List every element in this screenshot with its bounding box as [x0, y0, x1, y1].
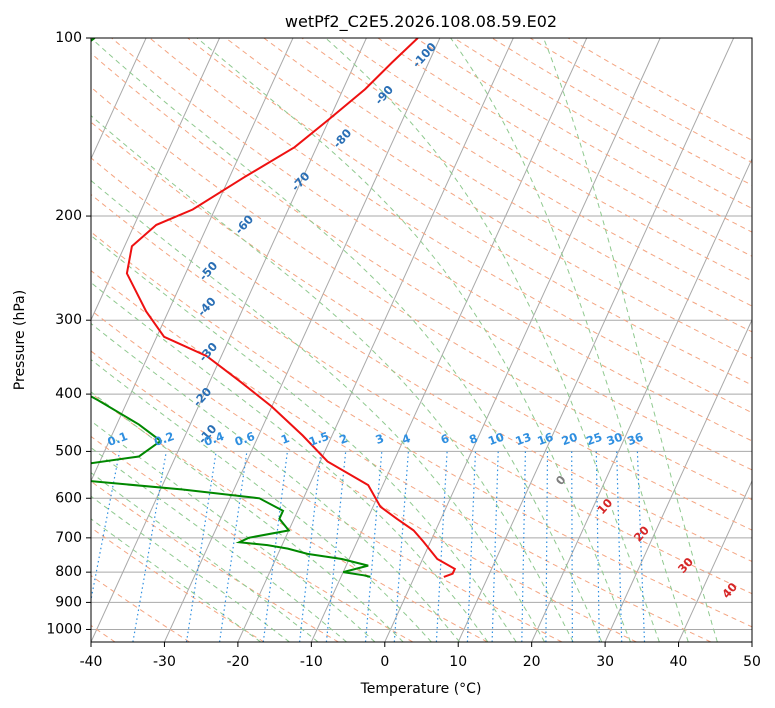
x-tick-label: 40: [670, 654, 688, 670]
moist-adiabat-line: [91, 322, 460, 642]
mixing-ratio-line: [262, 451, 288, 642]
moist-adiabat-line: [543, 38, 718, 642]
moist-adiabat-line: [196, 38, 631, 642]
moist-adiabat-line: [91, 115, 574, 642]
mixing-ratio-line: [325, 451, 347, 642]
mixing-ratio-line: [571, 451, 573, 642]
y-axis-label: Pressure (hPa): [12, 290, 28, 390]
mixing-ratio-line: [491, 451, 499, 642]
mixing-ratio-label: 0.6: [233, 429, 257, 449]
moist-adiabat-line: [91, 179, 546, 642]
isotherm-line: [604, 318, 752, 642]
moist-adiabat-line: [91, 38, 603, 642]
mixing-ratio-label: 1.5: [307, 429, 331, 449]
mixing-ratio-label: 16: [535, 430, 555, 449]
y-tick-label: 800: [55, 564, 82, 580]
y-tick-label: 700: [55, 530, 82, 546]
isotherm-line: [384, 38, 661, 642]
mixing-ratio-line: [595, 451, 600, 642]
dewpoint-profile-line: [91, 38, 371, 578]
dry-adiabat-line: [91, 269, 712, 642]
x-tick-label: 0: [380, 654, 389, 670]
mixing-ratio-line: [636, 451, 646, 642]
dry-adiabat-line: [91, 86, 752, 501]
dry-adiabat-line: [263, 38, 752, 333]
isotherm-line: [237, 38, 514, 642]
plot-frame: [90, 37, 753, 643]
mixing-ratio-label: 0.4: [202, 429, 226, 449]
mixing-ratio-line: [435, 451, 448, 642]
mixing-ratio-line: [466, 451, 477, 642]
moist-adiabat-line: [91, 447, 347, 642]
mixing-ratio-label: 36: [625, 430, 645, 449]
mixing-ratio-label: 20: [560, 430, 580, 449]
dry-adiabat-line: [91, 193, 752, 595]
temperature-profile-line: [125, 38, 457, 578]
mixing-ratio-label: 0.2: [152, 429, 176, 449]
isotherm-line: [91, 38, 147, 161]
moist-adiabat-line: [91, 420, 376, 642]
y-tick-label: 500: [55, 443, 82, 459]
mixing-ratio-label: 13: [513, 430, 533, 449]
mixing-ratio-label: 25: [584, 430, 604, 449]
isotherm-line: [91, 38, 294, 483]
isotherm-line: [531, 157, 752, 642]
y-tick-label: 400: [55, 386, 82, 402]
mixing-ratio-label: 0.1: [105, 429, 129, 449]
x-tick-label: -40: [80, 654, 103, 670]
mixing-ratio-label: 30: [605, 430, 625, 449]
x-tick-label: -20: [226, 654, 249, 670]
x-tick-label: 50: [743, 654, 761, 670]
chart-title: wetPf2_C2E5.2026.108.08.59.E02: [285, 12, 557, 32]
mixing-ratio-line: [185, 451, 217, 642]
axes-ticks: -40 -30 -20 -10 0 10 20 30 40 50 100 200 300 400 500 60…: [46, 30, 761, 670]
mixing-ratio-line: [616, 451, 623, 642]
moist-adiabat-line: [325, 38, 660, 642]
x-tick-label: -30: [153, 654, 176, 670]
x-tick-label: -10: [300, 654, 323, 670]
y-tick-label: 300: [55, 312, 82, 328]
x-tick-label: 20: [523, 654, 541, 670]
isotherm-line: [678, 479, 752, 642]
plot-area: -100-90-80-70-60-50-40-30-20-100.1 0.2 0.4…: [91, 38, 752, 642]
isotherm-line: [163, 38, 441, 642]
dry-adiabat-line: [91, 435, 414, 642]
moist-adiabat-line: [91, 359, 432, 642]
y-tick-label: 200: [55, 208, 82, 224]
x-tick-label: 30: [596, 654, 614, 670]
dry-adiabat-line: [91, 231, 752, 628]
y-tick-label: 600: [55, 490, 82, 506]
mixing-ratio-line: [219, 451, 248, 642]
mixing-ratio-line: [132, 451, 167, 642]
y-tick-label: 1000: [46, 621, 82, 637]
dry-adiabat-line: [91, 350, 563, 642]
dry-adiabat-line: [187, 38, 752, 386]
y-tick-label: 900: [55, 594, 82, 610]
mixing-ratio-line: [521, 451, 526, 642]
dry-adiabat-line: [91, 575, 190, 642]
moist-adiabat-line: [450, 38, 689, 642]
x-axis-label: Temperature (°C): [360, 681, 482, 697]
mixing-ratio-label: 10: [486, 430, 506, 449]
dry-adiabat-line: [91, 480, 339, 642]
mixing-ratio-line: [299, 451, 322, 642]
x-tick-label: 10: [449, 654, 467, 670]
isotherm-line: [457, 38, 735, 642]
moist-adiabat-line: [91, 281, 489, 642]
mixing-ratio-line: [393, 451, 409, 642]
dry-adiabat-line: [111, 38, 752, 442]
mixing-ratio-line: [364, 451, 383, 642]
dry-adiabat-line: [91, 121, 752, 531]
mixing-ratio-line: [545, 451, 549, 642]
isotherm-line: [91, 38, 367, 642]
isotherm-line: [91, 38, 220, 322]
y-tick-label: 100: [55, 30, 82, 46]
